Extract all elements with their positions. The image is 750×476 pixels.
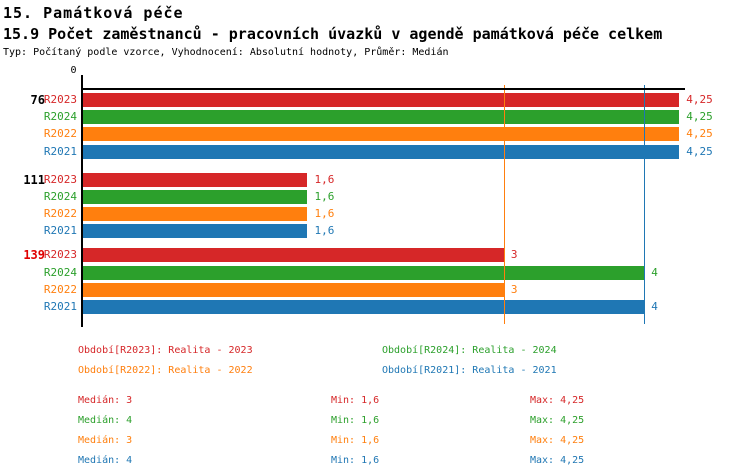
stat-median: Medián: 3 [78, 395, 133, 406]
bar-period-label: R2022 [43, 127, 77, 141]
legend-item: Období[R2022]: Realita - 2022 [78, 365, 253, 376]
bar [83, 206, 308, 221]
group-label: 76 [30, 93, 45, 107]
bar-period-label: R2023 [43, 172, 77, 186]
bar-period-label: R2021 [43, 224, 77, 238]
bar-value-label: 4,25 [686, 127, 713, 141]
median-line [504, 85, 505, 324]
stat-max: Max: 4,25 [530, 415, 585, 426]
page-title: 15. Památková péče [3, 4, 184, 22]
bar [83, 93, 680, 107]
stat-median: Medián: 4 [78, 455, 133, 466]
stat-min: Min: 1,6 [331, 455, 380, 466]
bar-period-label: R2021 [43, 144, 77, 158]
bar-period-label: R2021 [43, 299, 77, 313]
bar-period-label: R2022 [43, 206, 77, 220]
bar [83, 299, 645, 314]
bar-value-label: 1,6 [314, 172, 335, 186]
bar [83, 172, 308, 187]
chart-meta-line: Typ: Počítaný podle vzorce, Vyhodnocení:… [3, 47, 449, 58]
bar-value-label: 4,25 [686, 144, 713, 158]
stat-min: Min: 1,6 [331, 395, 380, 406]
bar [83, 127, 680, 142]
legend-item: Období[R2023]: Realita - 2023 [78, 345, 253, 356]
bar-value-label: 4 [651, 299, 658, 313]
bar [83, 189, 308, 204]
stat-min: Min: 1,6 [331, 415, 380, 426]
stat-median: Medián: 3 [78, 435, 133, 446]
stat-max: Max: 4,25 [530, 395, 585, 406]
legend-item: Období[R2021]: Realita - 2021 [382, 365, 557, 376]
axis-zero-tick-label: 0 [70, 65, 77, 76]
stat-median: Medián: 4 [78, 415, 133, 426]
bar [83, 110, 680, 125]
bar-value-label: 4 [651, 265, 658, 279]
bar-period-label: R2023 [43, 248, 77, 262]
median-line [644, 85, 645, 324]
bar-value-label: 3 [510, 248, 518, 262]
stat-min: Min: 1,6 [331, 435, 380, 446]
bar-value-label: 1,6 [314, 224, 335, 238]
group-label: 139 [23, 248, 45, 263]
chart-subtitle: 15.9 Počet zaměstnanců - pracovních úvaz… [3, 25, 663, 43]
bar [83, 224, 308, 239]
legend-item: Období[R2024]: Realita - 2024 [382, 345, 557, 356]
bar-value-label: 3 [510, 282, 518, 296]
bar [83, 248, 504, 263]
bar-value-label: 1,6 [314, 189, 335, 203]
bar-value-label: 4,25 [686, 110, 713, 124]
stat-max: Max: 4,25 [530, 455, 585, 466]
stat-max: Max: 4,25 [530, 435, 585, 446]
group-label: 111 [23, 172, 45, 187]
bar-period-label: R2023 [43, 93, 77, 106]
bar-period-label: R2022 [43, 282, 77, 296]
bar [83, 282, 504, 297]
bar [83, 144, 680, 159]
y-axis-line [81, 75, 83, 327]
bar-period-label: R2024 [43, 189, 77, 203]
x-axis-line [81, 88, 685, 90]
bar-period-label: R2024 [43, 265, 77, 279]
bar-value-label: 1,6 [314, 206, 335, 220]
bar [83, 265, 645, 280]
bar-period-label: R2024 [43, 110, 77, 124]
bar-value-label: 4,25 [686, 93, 713, 106]
